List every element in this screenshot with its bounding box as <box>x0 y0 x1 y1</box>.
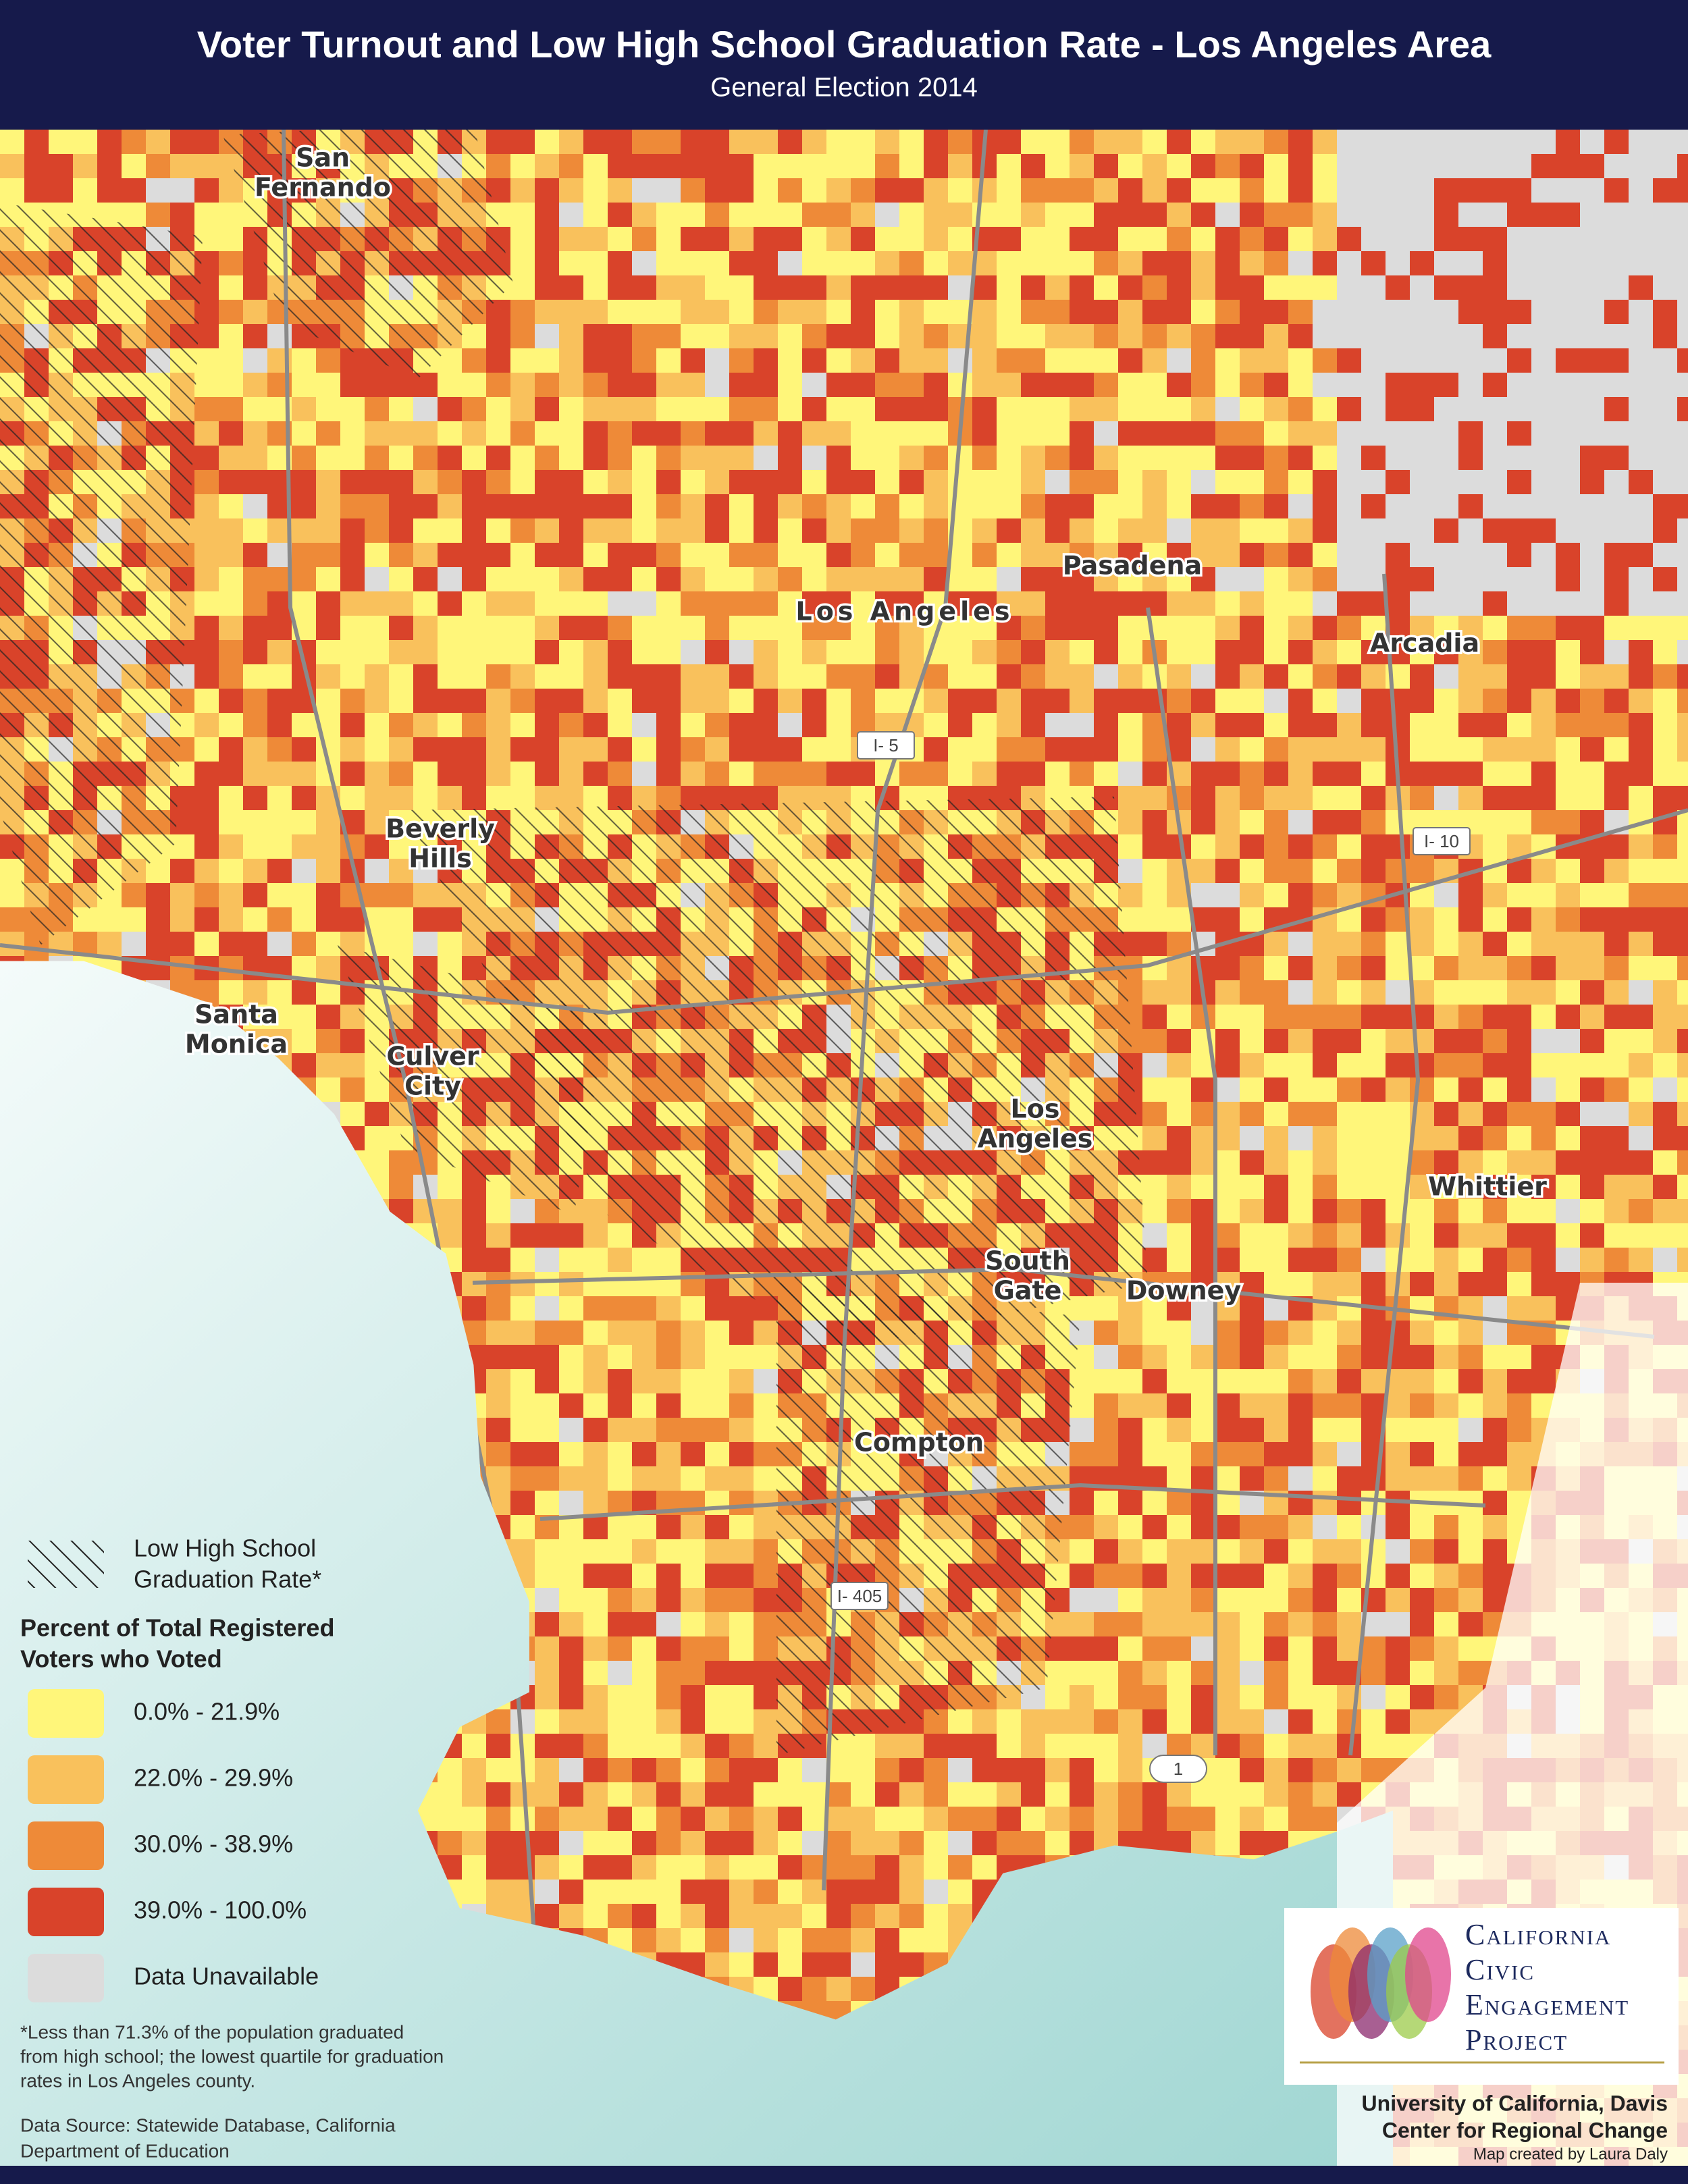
header-bar <box>0 0 1688 130</box>
place-label: Gate <box>994 1276 1062 1306</box>
title: Voter Turnout and Low High School Gradua… <box>197 23 1492 65</box>
place-label: Pasadena <box>1063 551 1202 581</box>
road <box>472 1267 1655 1339</box>
place-label: San <box>296 143 350 173</box>
subtitle: General Election 2014 <box>710 73 978 103</box>
highway-shield <box>857 731 915 760</box>
place-label: Beverly <box>386 814 495 844</box>
map <box>0 122 1688 2184</box>
legend-swatch <box>28 1954 104 2002</box>
logo-text: California <box>1465 1918 1611 1951</box>
place-label: Downey <box>1126 1276 1242 1306</box>
place-label: Monica <box>185 1030 288 1059</box>
place-label: Compton <box>854 1428 984 1458</box>
credit: Center for Regional Change <box>1382 2118 1668 2142</box>
place-label: Los <box>1011 1094 1060 1124</box>
highway-shield <box>1413 827 1471 855</box>
footnote: rates in Los Angeles county. <box>20 2070 255 2091</box>
place-label: Hills <box>408 844 472 874</box>
road <box>1348 573 1421 1756</box>
turnout-area <box>0 130 1688 2171</box>
footnote: from high school; the lowest quartile fo… <box>20 2046 444 2067</box>
legend-label: Data Unavailable <box>134 1963 319 1990</box>
hatch-area <box>223 122 513 378</box>
logo-text: Engagement <box>1465 1988 1629 2021</box>
logo-hand <box>1405 1927 1451 2022</box>
footnote: *Less than 71.3% of the population gradu… <box>20 2021 404 2042</box>
credit: University of California, Davis <box>1362 2091 1668 2115</box>
place-label: South <box>985 1246 1070 1276</box>
road <box>0 808 1688 1015</box>
hatch-area <box>338 945 608 1215</box>
hatch-label: Low High School <box>134 1535 316 1562</box>
ocean <box>0 961 1393 2184</box>
hatch-label: Graduation Rate* <box>134 1566 321 1593</box>
road <box>1146 607 1217 1755</box>
highway-shield <box>830 1582 889 1610</box>
highway-label: I- 405 <box>837 1586 882 1606</box>
hatch-area <box>405 797 1148 1350</box>
road <box>539 1483 1486 1521</box>
logo-text: Project <box>1465 2023 1568 2056</box>
road <box>282 129 542 2026</box>
place-label: Los Angeles <box>795 597 1013 627</box>
road <box>822 129 988 1891</box>
legend-label: 22.0% - 29.9% <box>134 1764 293 1792</box>
legend-title: Voters who Voted <box>20 1645 222 1673</box>
legend-label: 30.0% - 38.9% <box>134 1830 293 1858</box>
logo-text: Civic <box>1465 1953 1535 1986</box>
place-label: City <box>404 1071 461 1101</box>
footer-bar <box>0 2166 1688 2184</box>
place-label: Culver <box>386 1042 479 1071</box>
hatch-area <box>776 1283 1080 1755</box>
legend-label: 39.0% - 100.0% <box>134 1896 307 1924</box>
place-label: Arcadia <box>1370 629 1479 658</box>
place-label: Santa <box>194 1000 278 1030</box>
legend-title: Percent of Total Registered <box>20 1614 334 1642</box>
source: Data Source: Statewide Database, Califor… <box>20 2114 396 2135</box>
legend-label: 0.0% - 21.9% <box>134 1698 280 1726</box>
hatch-area <box>0 203 203 945</box>
highway-label: 1 <box>1173 1759 1183 1779</box>
turnout-area <box>0 130 1688 2171</box>
highway-label: I- 10 <box>1424 831 1459 851</box>
legend-swatch <box>28 1821 104 1870</box>
place-label: Angeles <box>978 1124 1093 1154</box>
highway-shield <box>1149 1755 1207 1783</box>
legend-swatch <box>28 1689 104 1738</box>
legend-swatch <box>28 1755 104 1804</box>
highway-label: I- 5 <box>873 735 899 755</box>
hatch-swatch <box>28 1541 104 1588</box>
place-label: Fernando <box>255 173 391 203</box>
place-label: Whittier <box>1428 1172 1547 1202</box>
legend-swatch <box>28 1888 104 1936</box>
credit: Map created by Laura Daly <box>1473 2145 1668 2163</box>
source: Department of Education <box>20 2140 230 2161</box>
